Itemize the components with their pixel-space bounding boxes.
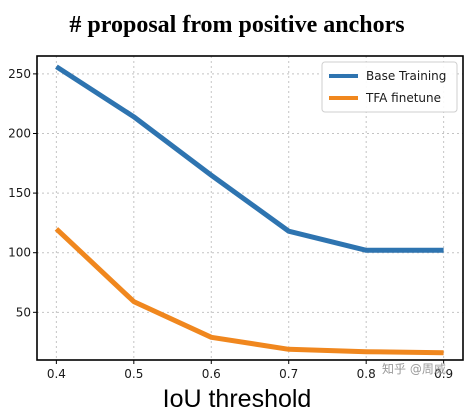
- series-line-base-training: [55, 64, 444, 253]
- legend: Base Training TFA finetune: [321, 61, 458, 113]
- x-tick-label: 0.5: [124, 367, 143, 381]
- x-tick-label: 0.8: [357, 367, 376, 381]
- x-tick-label: 0.9: [434, 367, 453, 381]
- x-tick-label: 0.7: [279, 367, 298, 381]
- x-tick-label: 0.4: [47, 367, 66, 381]
- legend-label-tfa-finetune: TFA finetune: [365, 91, 441, 105]
- x-axis-label: IoU threshold: [162, 385, 312, 413]
- x-tick-label: 0.6: [202, 367, 221, 381]
- series-line-tfa-finetune: [54, 227, 444, 356]
- chart-title: # proposal from positive anchors: [69, 12, 405, 38]
- series-lines: [54, 64, 444, 356]
- y-tick-label: 100: [8, 246, 31, 260]
- y-tick-label: 200: [8, 126, 31, 140]
- axis-ticks: 0.4 0.5 0.6 0.7 0.8 0.9 50 100 150 200 250: [8, 67, 453, 381]
- plot-frame: [36, 55, 464, 361]
- y-tick-label: 250: [8, 67, 31, 81]
- watermark: 知乎 @周威: [382, 362, 446, 376]
- y-tick-label: 50: [16, 305, 31, 319]
- y-tick-label: 150: [8, 186, 31, 200]
- legend-label-base-training: Base Training: [366, 69, 446, 83]
